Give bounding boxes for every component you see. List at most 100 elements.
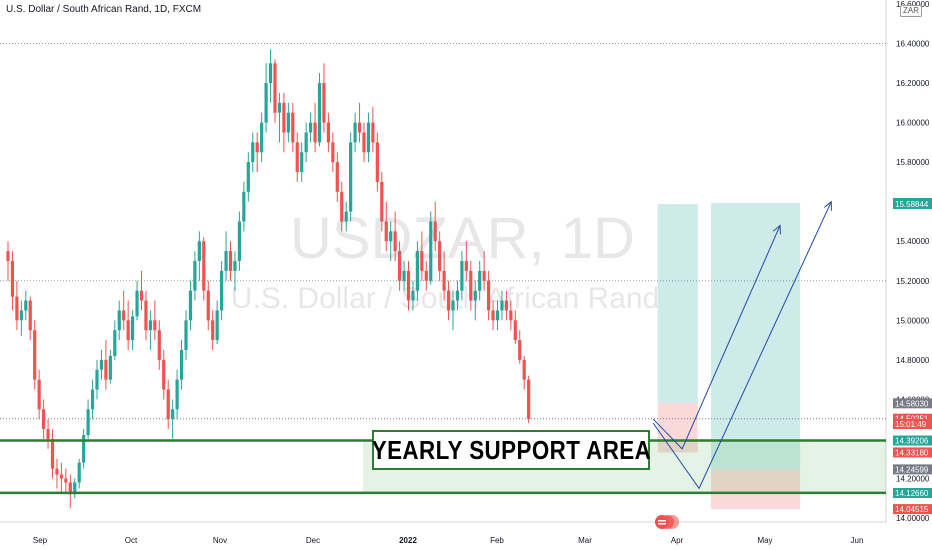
candle-body: [95, 369, 99, 390]
candle-body: [19, 310, 23, 321]
candle-body: [233, 261, 237, 271]
candle-body: [313, 122, 317, 143]
candle-body: [371, 122, 375, 143]
candle-body: [68, 482, 72, 495]
candle-body: [15, 296, 19, 321]
price-tag-bg: [893, 398, 932, 409]
candle-body: [398, 251, 402, 281]
candle-body: [55, 468, 59, 475]
price-tag-bg: [893, 488, 932, 499]
price-tag-bg: [893, 435, 932, 446]
candle-body: [6, 251, 10, 261]
candle-body: [255, 142, 259, 153]
candle-body: [28, 300, 32, 331]
candle-body: [277, 102, 282, 113]
price-tag-bg: [893, 419, 932, 430]
candle-body: [117, 310, 121, 331]
candle-body: [224, 251, 228, 271]
price-tag-bg: [893, 464, 932, 475]
candle-body: [50, 438, 55, 469]
candle-body: [433, 221, 437, 242]
price-tag-bg: [893, 447, 932, 458]
projection-zone: [711, 469, 801, 510]
candle-body: [513, 320, 517, 341]
candle-body: [131, 316, 135, 341]
y-tick-label: 16.40000: [896, 40, 930, 49]
candle-body: [108, 355, 112, 380]
candle-body: [153, 320, 157, 331]
x-tick-label: 2022: [399, 536, 417, 545]
candle-body: [273, 63, 277, 113]
event-flag-stripe: [658, 520, 666, 522]
candle-body: [162, 359, 166, 390]
candle-body: [37, 379, 41, 410]
candle-body: [184, 320, 188, 350]
candle-body: [384, 221, 388, 242]
symbol-header: U.S. Dollar / South African Rand, 1D, FX…: [6, 4, 202, 15]
candle-body: [268, 63, 273, 84]
currency-badge[interactable]: ZAR: [900, 5, 922, 17]
candle-body: [126, 320, 130, 341]
x-tick-label: May: [757, 536, 772, 545]
candle-body: [104, 359, 108, 380]
candle-body: [442, 270, 446, 291]
candle-body: [495, 310, 500, 321]
x-tick-label: Oct: [125, 536, 138, 545]
price-tag-bg: [893, 504, 932, 515]
price-tag-label: 14.04515: [895, 505, 929, 514]
x-tick-label: Jun: [851, 536, 864, 545]
candle-body: [322, 83, 326, 123]
candle-body: [46, 429, 50, 439]
price-tag-label: 15.58844: [895, 200, 929, 209]
y-tick-label: 14.80000: [896, 356, 930, 365]
candle-body: [237, 221, 241, 261]
candle-body: [344, 211, 348, 222]
x-tick-label: Mar: [578, 536, 592, 545]
candle-body: [166, 389, 170, 420]
candle-body: [157, 330, 161, 360]
candle-body: [264, 83, 268, 123]
candle-body: [135, 290, 139, 317]
candle-body: [179, 349, 184, 380]
y-tick-label: 15.00000: [896, 316, 930, 325]
candle-body: [171, 409, 175, 420]
price-axis-panel: [886, 0, 932, 550]
x-tick-label: Apr: [671, 536, 684, 545]
candle-body: [42, 409, 46, 430]
price-tag-bg: [893, 198, 932, 209]
candle-body: [402, 270, 406, 281]
candle-body: [420, 251, 424, 271]
arrow-head: [772, 224, 781, 235]
projection-zone: [657, 203, 698, 404]
event-flag-stripe: [658, 523, 666, 525]
candle-body: [446, 290, 451, 311]
candle-body: [357, 122, 362, 133]
candle-body: [211, 320, 215, 341]
x-tick-label: Dec: [306, 536, 320, 545]
y-tick-label: 14.00000: [896, 514, 930, 523]
x-tick-label: Nov: [213, 536, 227, 545]
support-annotation-text: YEARLY SUPPORT AREA: [371, 434, 651, 465]
y-tick-label: 15.80000: [896, 158, 930, 167]
candle-body: [353, 122, 357, 143]
support-annotation[interactable]: YEARLY SUPPORT AREA: [371, 430, 651, 470]
candle-body: [482, 270, 486, 281]
y-tick-label: 16.20000: [896, 79, 930, 88]
candle-body: [380, 181, 384, 222]
candle-body: [500, 300, 504, 311]
candle-body: [215, 310, 219, 341]
candle-body: [282, 102, 286, 133]
candle-body: [291, 112, 295, 143]
candle-body: [300, 152, 304, 173]
candle-body: [349, 142, 353, 212]
candle-body: [99, 359, 104, 370]
candle-body: [455, 290, 460, 301]
candle-body: [286, 112, 290, 133]
candle-body: [10, 261, 15, 297]
candle-body: [464, 261, 468, 271]
candle-body: [415, 251, 419, 291]
candle-body: [197, 241, 201, 261]
price-tag-label: 14.58030: [895, 399, 929, 408]
candle-body: [406, 270, 411, 301]
